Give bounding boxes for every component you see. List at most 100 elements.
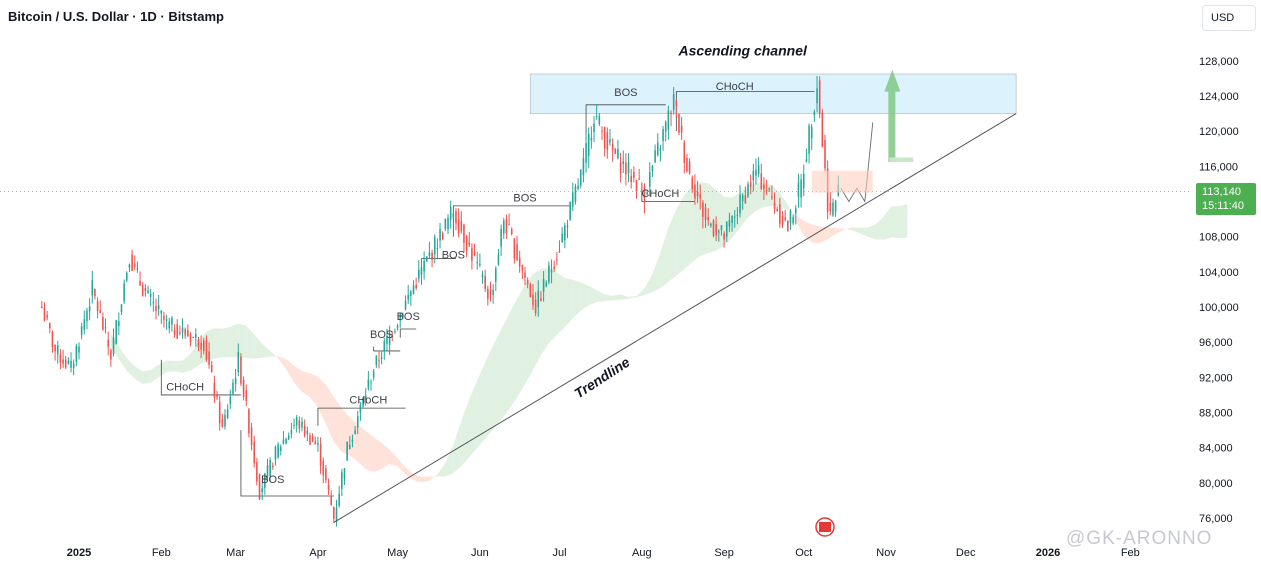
candle-body <box>319 444 322 467</box>
cloud-segment <box>771 185 780 207</box>
candle-body <box>587 133 590 156</box>
candle-body <box>420 267 423 275</box>
candle-body <box>702 202 704 217</box>
candle-body <box>41 307 43 308</box>
candle-body <box>160 310 163 314</box>
candle-body <box>757 164 760 174</box>
candle-body <box>205 340 208 360</box>
candle-body <box>110 349 112 360</box>
candle-body <box>476 262 479 264</box>
candle-body <box>59 354 62 363</box>
candle-body <box>144 288 147 291</box>
overlay-drawings <box>0 69 1190 537</box>
cloud-segment <box>198 331 207 366</box>
candle-body <box>301 421 303 428</box>
candle-body <box>200 342 202 350</box>
candle-body <box>707 217 709 221</box>
cloud-segment <box>110 333 119 360</box>
candle-body <box>226 409 229 418</box>
candle-body <box>564 225 566 241</box>
cloud-segment <box>819 226 828 244</box>
candle-body <box>582 158 585 176</box>
candle-body <box>317 443 319 445</box>
cloud-segment <box>891 206 900 239</box>
candle-body <box>832 202 834 216</box>
candle-body <box>425 256 428 262</box>
candle-body <box>120 304 123 313</box>
candle-body <box>537 290 540 308</box>
candle-body <box>797 182 800 197</box>
candle-body <box>197 339 200 348</box>
structure-label: BOS <box>442 250 465 262</box>
candle-body <box>455 211 457 224</box>
candle-body <box>189 334 192 343</box>
structure-label: BOS <box>261 474 284 486</box>
projection-zone <box>811 170 873 193</box>
candle-body <box>773 202 776 209</box>
cloud-segment <box>700 182 709 257</box>
cloud-segment <box>732 192 741 239</box>
candle-body <box>625 162 627 175</box>
candle-body <box>325 468 327 480</box>
candle-body <box>686 158 688 172</box>
candle-body <box>736 214 739 216</box>
candle-body <box>107 339 109 347</box>
x-tick-label: Feb <box>152 547 171 559</box>
cloud-segment <box>883 206 892 240</box>
candle-body <box>712 220 715 237</box>
candle-body <box>370 382 372 384</box>
candle-body <box>248 409 250 434</box>
x-tick-label: 2025 <box>67 547 91 559</box>
candle-body <box>168 321 171 329</box>
trendline <box>333 113 1017 523</box>
candle-body <box>356 416 359 428</box>
candle-body <box>603 127 606 149</box>
last-price-tag: 113,140 15:11:40 <box>1196 183 1256 215</box>
currency-selector[interactable]: USD <box>1202 5 1256 31</box>
cloud-segment <box>453 420 462 474</box>
candle-body <box>412 285 415 294</box>
candle-body <box>497 255 500 265</box>
candle-body <box>165 319 168 321</box>
candle-body <box>534 299 537 314</box>
candle-body <box>670 112 672 115</box>
candle-body <box>479 263 481 266</box>
candle-body <box>287 435 290 440</box>
candle-body <box>606 132 609 150</box>
cloud-segment <box>333 397 342 453</box>
candle-body <box>290 430 293 435</box>
cloud-segment <box>166 360 175 373</box>
candle-body <box>232 382 234 395</box>
candle-body <box>224 414 226 427</box>
candle-body <box>779 204 781 224</box>
cloud-segment <box>405 467 414 481</box>
candle-body <box>638 178 640 180</box>
structure-label: CHoCH <box>166 382 204 394</box>
candle-body <box>646 192 648 195</box>
candle-body <box>510 229 513 235</box>
candle-body <box>128 264 131 268</box>
candle-body <box>524 272 526 278</box>
candle-body <box>70 360 72 368</box>
candle-body <box>147 290 149 293</box>
candle-body <box>102 316 104 330</box>
candle-body <box>829 202 832 211</box>
candle-body <box>792 217 794 224</box>
structure-label: BOS <box>370 329 393 341</box>
candle-body <box>234 377 237 385</box>
candle-body <box>611 143 614 151</box>
candle-body <box>662 129 664 141</box>
cloud-segment <box>429 474 438 481</box>
cloud-segment <box>684 186 693 270</box>
candle-body <box>277 444 279 458</box>
candle-body <box>171 317 173 325</box>
candle-body <box>731 215 733 223</box>
candle-body <box>309 435 311 445</box>
candle-body <box>821 112 824 147</box>
candle-body <box>818 80 821 114</box>
candle-body <box>733 216 736 218</box>
candle-body <box>195 333 197 338</box>
cloud-segment <box>588 286 597 306</box>
candle-body <box>630 175 632 183</box>
